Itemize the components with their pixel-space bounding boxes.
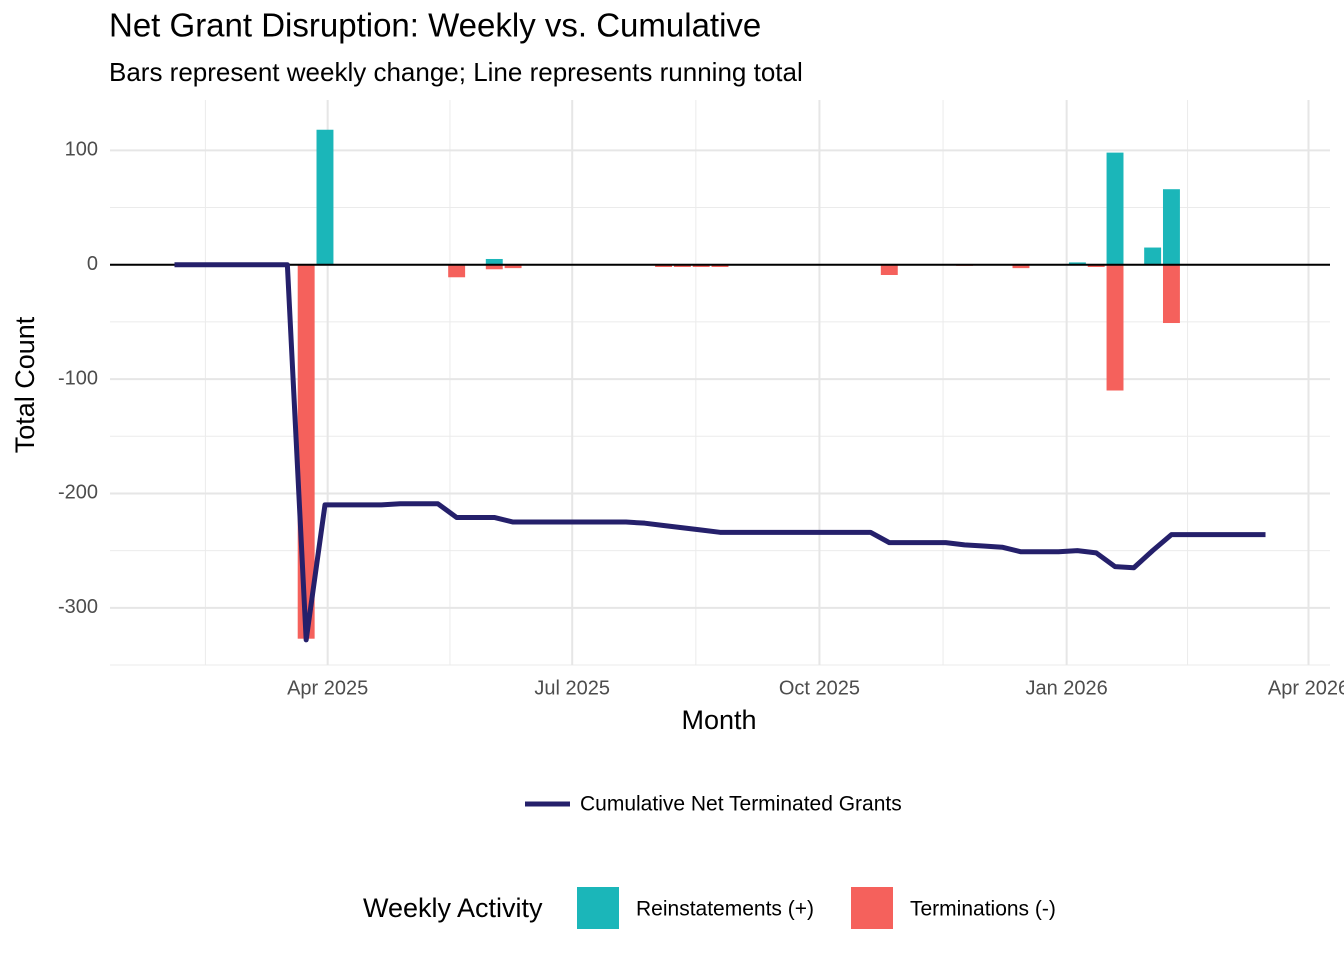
y-tick-label: 100	[65, 139, 98, 161]
legend-label: Cumulative Net Terminated Grants	[580, 793, 902, 816]
x-tick-label: Jul 2025	[534, 677, 610, 699]
line	[174, 262, 1266, 643]
legend-title: Weekly Activity	[363, 893, 543, 923]
bar	[655, 264, 673, 267]
bar	[1144, 247, 1162, 265]
bar	[1012, 264, 1030, 269]
y-tick-label: -300	[58, 596, 98, 618]
bar	[316, 129, 334, 265]
bar	[504, 264, 522, 269]
x-tick-label: Apr 2026	[1268, 677, 1344, 699]
legend-key	[851, 887, 893, 929]
y-tick-label: -100	[58, 367, 98, 389]
bar	[692, 264, 710, 267]
x-axis-title: Month	[681, 705, 756, 735]
legend-label: Terminations (-)	[910, 898, 1056, 921]
bar	[673, 264, 691, 267]
chart-title: Net Grant Disruption: Weekly vs. Cumulat…	[109, 7, 761, 44]
y-axis-title: Total Count	[10, 316, 40, 453]
bar	[485, 258, 503, 265]
x-tick-label: Oct 2025	[779, 677, 860, 699]
bar	[880, 264, 898, 275]
x-tick-label: Apr 2025	[287, 677, 368, 699]
x-tick-label: Jan 2026	[1026, 677, 1108, 699]
bar	[448, 264, 466, 278]
chart-subtitle: Bars represent weekly change; Line repre…	[109, 57, 803, 87]
y-tick-label: 0	[87, 253, 98, 275]
bar	[485, 264, 503, 270]
bar	[1162, 264, 1180, 324]
bar	[1068, 262, 1086, 265]
bar	[1106, 264, 1124, 391]
legend-label: Reinstatements (+)	[636, 898, 814, 921]
bar	[1162, 189, 1180, 265]
y-tick-label: -200	[58, 482, 98, 504]
bar	[1087, 264, 1105, 267]
legend-key	[577, 887, 619, 929]
bar	[1106, 152, 1124, 265]
bar	[711, 264, 729, 267]
